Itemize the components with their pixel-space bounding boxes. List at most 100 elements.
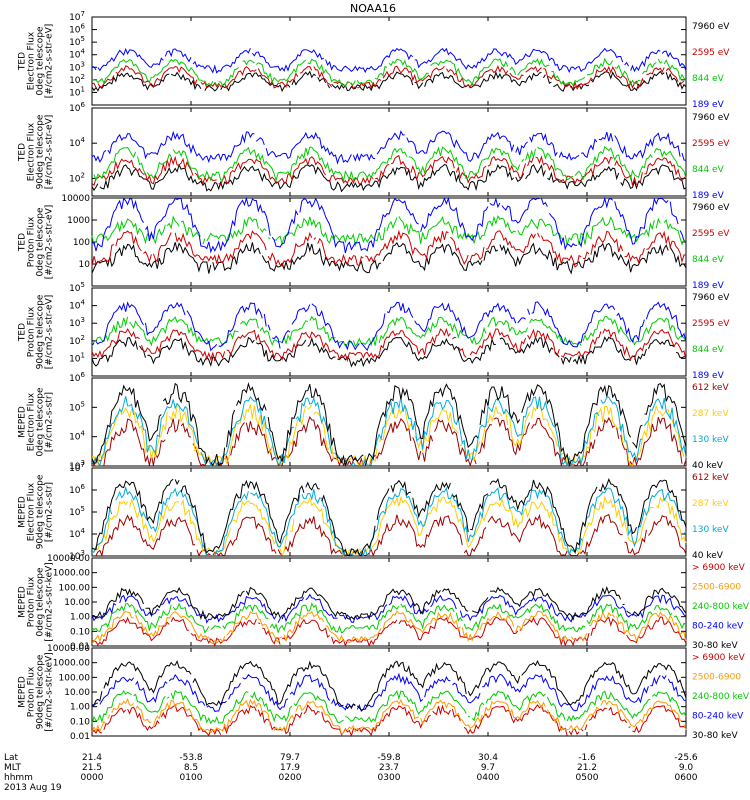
y-axis-label: MEPEDElectron Flux90deg telescope[#/cm2-… xyxy=(18,474,55,549)
series-line xyxy=(93,145,687,183)
figure-title: NOAA16 xyxy=(350,2,396,15)
y-tick-label: 106 xyxy=(69,483,85,496)
y-tick-label: 10 xyxy=(79,260,91,270)
y-tick-label: 102 xyxy=(69,73,85,86)
footer-row-label: MLT xyxy=(4,763,22,773)
y-tick-label: 100.00 xyxy=(59,583,91,593)
legend-label: 80-240 keV xyxy=(692,712,744,722)
x-tick-label-time: 0500 xyxy=(576,773,599,783)
series-line xyxy=(91,416,687,468)
x-tick-label-lat: 30.4 xyxy=(478,753,498,763)
x-tick-label-time: 0100 xyxy=(180,773,203,783)
series-line xyxy=(91,513,687,558)
panel-frame xyxy=(91,16,687,106)
legend-label: 189 eV xyxy=(692,281,725,291)
series-line xyxy=(91,697,687,735)
legend-label: 2595 eV xyxy=(692,229,730,239)
y-tick-label: 104 xyxy=(69,430,85,443)
y-tick-label: 1000 xyxy=(67,216,90,226)
y-tick-label: 0.01 xyxy=(70,642,90,652)
x-tick-label-mlt: 9.0 xyxy=(679,763,694,773)
x-tick-label-lat: -1.6 xyxy=(578,753,596,763)
y-tick-label: 105 xyxy=(69,505,85,518)
series-line xyxy=(91,301,687,352)
legend-label: 612 keV xyxy=(692,473,729,483)
legend-label: 844 eV xyxy=(692,345,725,355)
x-tick-label-time: 0400 xyxy=(477,773,500,783)
y-axis-label: MEPEDProton Flux90deg telescope[#/cm2-s-… xyxy=(18,652,55,731)
x-tick-label-time: 0600 xyxy=(675,773,698,783)
series-line xyxy=(91,327,687,363)
y-tick-label: 0.10 xyxy=(70,627,90,637)
y-tick-label: 102 xyxy=(69,334,85,347)
legend-label: 2595 eV xyxy=(692,319,730,329)
series-line xyxy=(91,602,687,634)
legend-label: 80-240 keV xyxy=(692,622,744,632)
y-tick-label: 0.10 xyxy=(70,717,90,727)
y-tick-label: 105 xyxy=(69,400,85,413)
y-tick-label: 10.00 xyxy=(64,598,90,608)
y-axis-label: TEDElectron Flux0deg telescope[#/cm2-s-s… xyxy=(18,24,55,99)
y-tick-label: 102 xyxy=(69,171,85,184)
x-tick-label-lat: -25.6 xyxy=(674,753,698,763)
legend-label: 30-80 keV xyxy=(692,731,738,741)
y-axis-label: TEDProton Flux90deg telescope[#/cm2-s-st… xyxy=(18,294,55,369)
y-tick-label: 10000.00 xyxy=(47,644,90,654)
series-line xyxy=(91,242,687,275)
legend-label: > 6900 keV xyxy=(692,563,746,573)
legend-label: 844 eV xyxy=(692,255,725,265)
series-line xyxy=(91,672,687,712)
legend-label: 2595 eV xyxy=(692,48,730,58)
legend-label: 2500-6900 xyxy=(692,673,741,683)
panel-8: 0.01 0.10 1.00 10.00 100.00 1000.00 10000.00ME… xyxy=(18,644,750,742)
series-line xyxy=(91,659,687,711)
y-tick-label: 105 xyxy=(69,35,85,48)
legend-label: 7960 eV xyxy=(692,113,730,123)
x-tick-label-mlt: 21.5 xyxy=(82,763,102,773)
y-tick-label: 10.00 xyxy=(64,688,90,698)
legend-label: 40 keV xyxy=(692,461,724,471)
y-tick-label: 105 xyxy=(69,281,85,294)
series-line xyxy=(91,130,687,165)
legend-label: 189 eV xyxy=(692,371,725,381)
x-tick-label-time: 0300 xyxy=(378,773,401,783)
y-tick-label: 106 xyxy=(69,371,85,384)
legend-label: 7960 eV xyxy=(692,293,730,303)
panel-2: 102 104 106 TEDElectron Flux90deg telescope… xyxy=(18,101,731,201)
legend-label: 130 keV xyxy=(692,525,729,535)
panel-frame xyxy=(91,107,687,197)
y-tick-label: 104 xyxy=(69,527,85,540)
y-axis-label: TEDElectron Flux90deg telescope[#/cm2-s-… xyxy=(18,114,55,189)
series-line xyxy=(91,315,687,348)
series-line xyxy=(91,47,687,74)
series-line xyxy=(91,382,687,468)
y-tick-label: 0.01 xyxy=(70,732,90,742)
y-tick-label: 1000.00 xyxy=(53,569,90,579)
series-line xyxy=(91,485,687,557)
x-tick-label-lat: -59.8 xyxy=(377,753,401,763)
legend-label: 844 eV xyxy=(692,74,725,84)
legend-label: 612 keV xyxy=(692,383,729,393)
y-tick-label: 104 xyxy=(69,136,85,149)
legend-label: 189 eV xyxy=(692,100,725,110)
y-tick-label: 107 xyxy=(69,10,85,23)
legend-label: 30-80 keV xyxy=(692,641,738,651)
y-tick-label: 104 xyxy=(69,48,85,61)
legend-label: 2595 eV xyxy=(692,139,730,149)
y-tick-label: 103 xyxy=(69,60,85,73)
series-line xyxy=(91,704,687,738)
y-tick-label: 103 xyxy=(69,316,85,329)
x-tick-label-lat: 79.7 xyxy=(280,753,300,763)
y-tick-label: 10000.00 xyxy=(47,554,90,564)
series-line xyxy=(91,585,687,621)
y-tick-label: 101 xyxy=(69,351,85,364)
series-line xyxy=(91,70,687,93)
y-axis-label: MEPEDElectron Flux0deg telescope[#/cm2-s… xyxy=(18,387,55,457)
footer-row-label: Lat xyxy=(4,753,19,763)
y-tick-label: 104 xyxy=(69,299,85,312)
legend-label: 287 keV xyxy=(692,409,729,419)
legend-label: 130 keV xyxy=(692,435,729,445)
series-line xyxy=(91,163,687,193)
